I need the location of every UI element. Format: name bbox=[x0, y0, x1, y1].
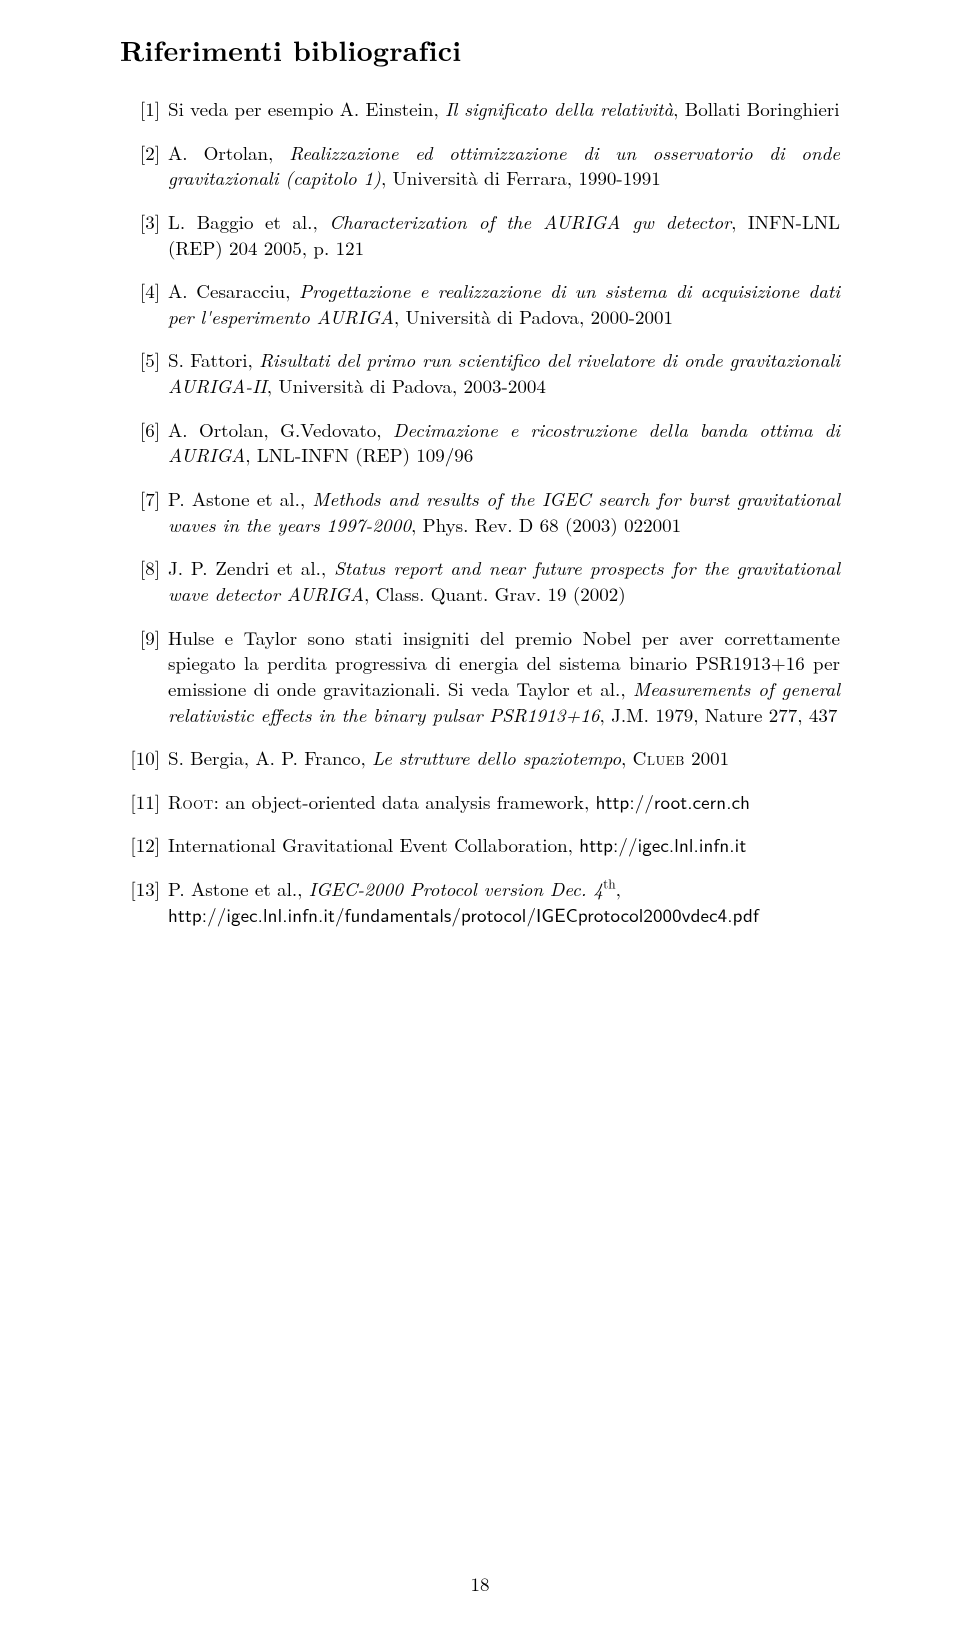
reference-text: S. Bergia, A. P. Franco, Le strutture de… bbox=[168, 745, 840, 771]
reference-item: [2]A. Ortolan, Realizzazione ed ottimizz… bbox=[120, 140, 840, 191]
reference-text: P. Astone et al., IGEC-2000 Protocol ver… bbox=[168, 876, 840, 927]
reference-item: [6]A. Ortolan, G.Vedovato, Decimazione e… bbox=[120, 417, 840, 468]
reference-list: [1]Si veda per esempio A. Einstein, Il s… bbox=[120, 96, 840, 927]
reference-text: A. Cesaracciu, Progettazione e realizzaz… bbox=[168, 278, 840, 329]
reference-text: L. Baggio et al., Characterization of th… bbox=[168, 209, 840, 260]
reference-text: Hulse e Taylor sono stati insigniti del … bbox=[168, 625, 840, 728]
reference-text: P. Astone et al., Methods and results of… bbox=[168, 486, 840, 537]
page-number: 18 bbox=[0, 1570, 960, 1597]
reference-item: [10]S. Bergia, A. P. Franco, Le struttur… bbox=[120, 745, 840, 771]
reference-text: A. Ortolan, G.Vedovato, Decimazione e ri… bbox=[168, 417, 840, 468]
reference-number: [12] bbox=[120, 832, 168, 858]
bibliography-heading: Riferimenti bibliografici bbox=[120, 30, 840, 70]
reference-item: [3]L. Baggio et al., Characterization of… bbox=[120, 209, 840, 260]
reference-item: [13]P. Astone et al., IGEC-2000 Protocol… bbox=[120, 876, 840, 927]
reference-number: [9] bbox=[120, 625, 168, 728]
reference-item: [11]Root: an object-oriented data analys… bbox=[120, 789, 840, 815]
reference-item: [7]P. Astone et al., Methods and results… bbox=[120, 486, 840, 537]
reference-text: J. P. Zendri et al., Status report and n… bbox=[168, 555, 840, 606]
reference-number: [2] bbox=[120, 140, 168, 191]
reference-item: [4]A. Cesaracciu, Progettazione e realiz… bbox=[120, 278, 840, 329]
reference-number: [11] bbox=[120, 789, 168, 815]
reference-text: Si veda per esempio A. Einstein, Il sign… bbox=[168, 96, 840, 122]
reference-number: [10] bbox=[120, 745, 168, 771]
reference-number: [3] bbox=[120, 209, 168, 260]
reference-item: [8]J. P. Zendri et al., Status report an… bbox=[120, 555, 840, 606]
reference-text: S. Fattori, Risultati del primo run scie… bbox=[168, 347, 840, 398]
reference-number: [8] bbox=[120, 555, 168, 606]
reference-number: [5] bbox=[120, 347, 168, 398]
reference-item: [12]International Gravitational Event Co… bbox=[120, 832, 840, 858]
page: Riferimenti bibliografici [1]Si veda per… bbox=[0, 0, 960, 1625]
reference-text: A. Ortolan, Realizzazione ed ottimizzazi… bbox=[168, 140, 840, 191]
reference-text: Root: an object-oriented data analysis f… bbox=[168, 789, 840, 815]
reference-number: [13] bbox=[120, 876, 168, 927]
reference-item: [5]S. Fattori, Risultati del primo run s… bbox=[120, 347, 840, 398]
reference-item: [9]Hulse e Taylor sono stati insigniti d… bbox=[120, 625, 840, 728]
reference-text: International Gravitational Event Collab… bbox=[168, 832, 840, 858]
reference-number: [4] bbox=[120, 278, 168, 329]
reference-number: [7] bbox=[120, 486, 168, 537]
reference-item: [1]Si veda per esempio A. Einstein, Il s… bbox=[120, 96, 840, 122]
reference-number: [1] bbox=[120, 96, 168, 122]
reference-number: [6] bbox=[120, 417, 168, 468]
